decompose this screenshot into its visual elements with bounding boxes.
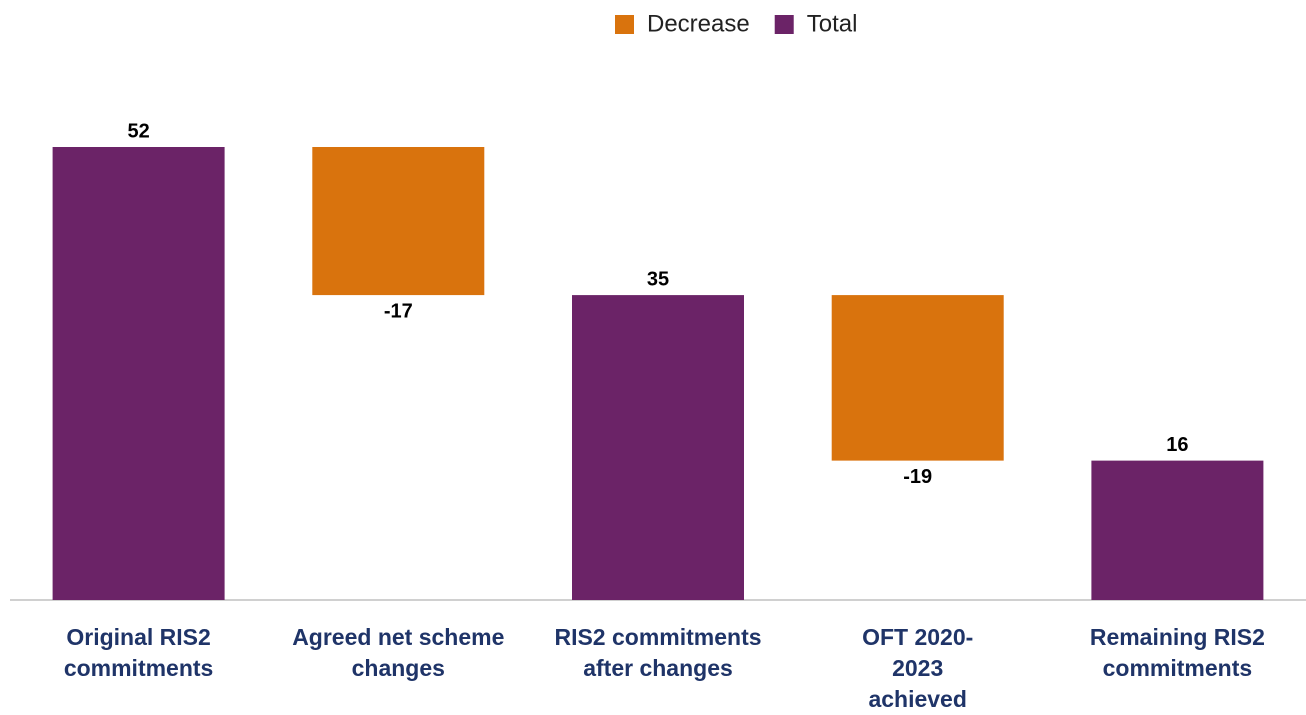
bar (831, 295, 1004, 461)
legend-label: Decrease (647, 10, 750, 37)
bar (52, 147, 225, 600)
legend-label: Total (807, 10, 858, 37)
x-tick-label: RIS2 commitments after changes (554, 624, 762, 681)
x-tick-label: OFT 2020-2023 achieved (862, 624, 974, 712)
x-tick-label: Agreed net scheme changes (292, 624, 505, 681)
legend-swatch (774, 15, 794, 34)
data-label: -19 (903, 466, 932, 488)
bar (572, 295, 744, 600)
data-label: 16 (1166, 434, 1188, 456)
legend-swatch (615, 15, 634, 34)
data-label: -17 (384, 300, 413, 322)
x-tick-label: Remaining RIS2 commitments (1089, 624, 1265, 681)
data-label: 52 (127, 120, 149, 142)
bar (1091, 460, 1264, 600)
data-label: 35 (647, 268, 669, 290)
x-tick-label: Original RIS2 commitments (63, 624, 214, 681)
bar (312, 147, 485, 296)
